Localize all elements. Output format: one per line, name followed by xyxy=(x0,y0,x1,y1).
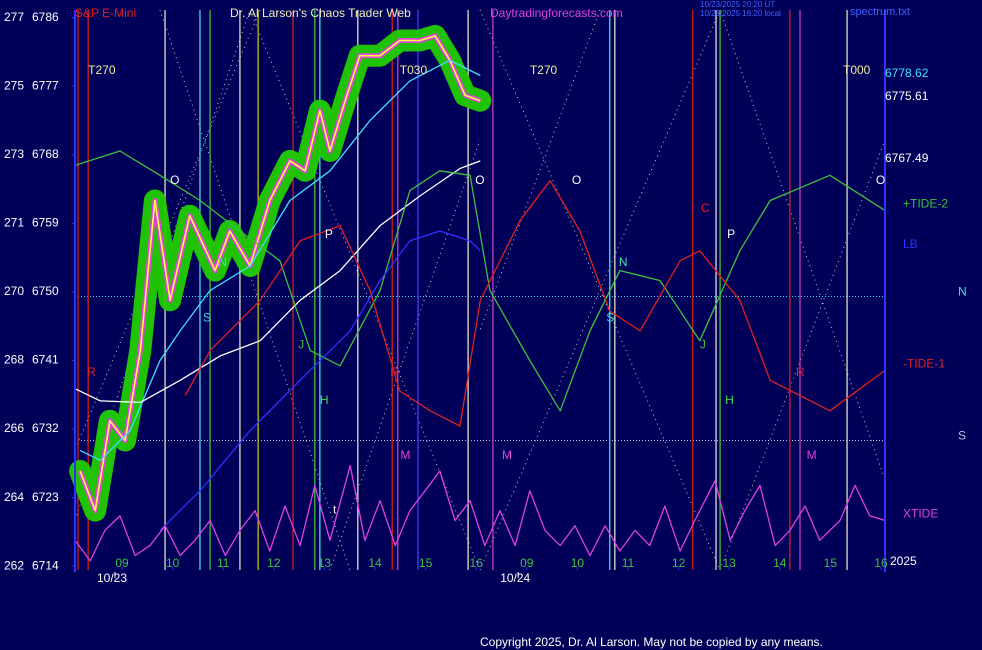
x-tick-label: 13 xyxy=(318,556,332,570)
annotation: M xyxy=(400,448,410,462)
timestamp: 10/23/2025 20:20 UT xyxy=(700,0,775,9)
annotation: M xyxy=(807,448,817,462)
annotation: J xyxy=(298,337,304,351)
website: Daytradingforecasts.com xyxy=(490,6,623,20)
cycle-diagonals xyxy=(74,8,886,571)
chart-title: Dr. Al Larson's Chaos Trader Web xyxy=(230,6,411,20)
y-tick-label: 6723 xyxy=(32,490,59,504)
x-tick-label: 12 xyxy=(672,556,686,570)
series-line xyxy=(74,464,886,562)
series-label: XTIDE xyxy=(903,507,938,521)
annotation: T270 xyxy=(530,63,558,77)
annotation: R xyxy=(796,365,805,379)
y-tick-label: 6714 xyxy=(32,558,59,572)
x-tick-label: 14 xyxy=(368,556,382,570)
annotation: P xyxy=(727,227,735,241)
annotation: S xyxy=(606,311,614,325)
y-alt-label: 262 xyxy=(4,558,24,572)
y-tick-label: 6750 xyxy=(32,284,59,298)
annotation: R xyxy=(390,365,399,379)
y-alt-label: 277 xyxy=(4,10,24,24)
series-line xyxy=(74,150,886,412)
x-tick-label: 11 xyxy=(622,556,635,570)
y-alt-label: 266 xyxy=(4,421,24,435)
year: 2025 xyxy=(890,554,917,568)
x-tick-label: 09 xyxy=(520,556,534,570)
timestamp: 10/23/2025 16:20 local xyxy=(700,9,781,18)
y-alt-label: 264 xyxy=(4,490,24,504)
annotation: O xyxy=(876,173,885,187)
file-name: spectrum.txt xyxy=(850,6,910,18)
x-tick-label: 16 xyxy=(874,556,888,570)
y-tick-label: 6741 xyxy=(32,353,59,367)
y-alt-label: 275 xyxy=(4,78,24,92)
annotation: O xyxy=(170,173,179,187)
date-label: 10/24 xyxy=(500,571,530,585)
annotation: S xyxy=(203,311,211,325)
series-line xyxy=(184,180,886,427)
y-alt-label: 271 xyxy=(4,216,24,230)
instrument: S&P E-Mini xyxy=(75,6,136,20)
series-line xyxy=(159,230,481,531)
annotation: P xyxy=(325,227,333,241)
y-tick-label: 6786 xyxy=(32,10,59,24)
y-alt-label: 273 xyxy=(4,147,24,161)
x-tick-label: 10 xyxy=(571,556,585,570)
annotation: J xyxy=(700,337,706,351)
y-alt-label: 268 xyxy=(4,353,24,367)
annotation: C xyxy=(701,201,710,215)
series-label: -TIDE-1 xyxy=(903,357,945,371)
x-tick-label: 15 xyxy=(824,556,838,570)
price-label: 6767.49 xyxy=(885,151,929,165)
series-line xyxy=(74,160,481,404)
x-tick-label: 15 xyxy=(419,556,433,570)
x-tick-label: 16 xyxy=(470,556,484,570)
date-label: 10/23 xyxy=(97,571,127,585)
series-label: +TIDE-2 xyxy=(903,197,948,211)
annotation: t xyxy=(333,503,337,517)
annotation: N xyxy=(619,255,628,269)
annotation: T030 xyxy=(400,63,428,77)
series-label: LB xyxy=(903,237,918,251)
copyright: Copyright 2025, Dr. Al Larson. May not b… xyxy=(480,635,823,649)
annotation: R xyxy=(87,365,96,379)
series-line xyxy=(79,35,481,512)
annotation: H xyxy=(320,393,329,407)
x-tick-label: 14 xyxy=(773,556,787,570)
annotation: H xyxy=(725,393,734,407)
series-line xyxy=(79,59,481,461)
annotation: N xyxy=(218,255,227,269)
annotation: T270 xyxy=(88,63,116,77)
x-tick-label: 12 xyxy=(267,556,281,570)
annotation: T000 xyxy=(843,63,871,77)
annotation: O xyxy=(475,173,484,187)
y-tick-label: 6768 xyxy=(32,147,59,161)
price-label: 6775.61 xyxy=(885,89,929,103)
annotation: M xyxy=(502,448,512,462)
x-tick-label: 13 xyxy=(722,556,736,570)
price-label: 6778.62 xyxy=(885,66,929,80)
x-tick-label: 10 xyxy=(166,556,180,570)
annotation: O xyxy=(572,173,581,187)
y-alt-label: 270 xyxy=(4,284,24,298)
y-tick-label: 6732 xyxy=(32,421,59,435)
y-tick-label: 6777 xyxy=(32,78,59,92)
y-tick-label: 6759 xyxy=(32,216,59,230)
x-tick-label: 09 xyxy=(115,556,129,570)
x-tick-label: 11 xyxy=(217,556,230,570)
plot-marks xyxy=(69,10,886,570)
reference-label: S xyxy=(958,429,966,443)
reference-label: N xyxy=(958,285,967,299)
